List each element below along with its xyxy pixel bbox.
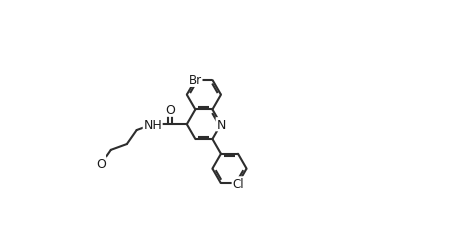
Text: O: O [96,158,106,171]
Text: N: N [216,118,225,131]
Text: Cl: Cl [232,177,244,190]
Text: O: O [165,104,175,117]
Text: Br: Br [189,74,202,87]
Text: NH: NH [144,118,162,131]
